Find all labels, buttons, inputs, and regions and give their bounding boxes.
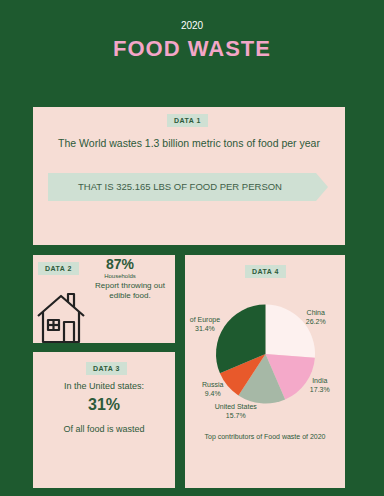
html-text:The World wastes 1.3 billion m: The World wastes 1.3 billion metric tons… (58, 137, 320, 149)
svg-text:Russia9.4%: Russia9.4% (202, 381, 224, 397)
html-text:Of all food is wasted: Of all food is wasted (63, 424, 145, 434)
html-text:Top contributors of Food waste: Top contributors of Food waste of 2020 (204, 433, 326, 440)
html-text:THAT IS 325.165 LBS OF FOOD PE: THAT IS 325.165 LBS OF FOOD PER PERSON (78, 181, 282, 192)
html-text:Households: Households (104, 273, 136, 279)
svg-text:India17.3%: India17.3% (310, 377, 330, 393)
html-text:2020: 2020 (180, 20, 204, 31)
svg-text:China26.2%: China26.2% (306, 309, 326, 325)
html-text:DATA 1: DATA 1 (174, 117, 201, 124)
svg-text:of Europe31.4%: of Europe31.4% (190, 316, 220, 332)
html-text:Report throwing out edible foo: Report throwing out edible food. (95, 281, 165, 300)
html-text:FOOD WASTE: FOOD WASTE (113, 36, 271, 61)
html-text:DATA 3: DATA 3 (93, 365, 120, 372)
svg-text:United States15.7%: United States15.7% (215, 403, 258, 419)
html-text:DATA 2: DATA 2 (45, 265, 72, 272)
html-text:In the United states:: In the United states: (64, 381, 144, 391)
html-text:87%: 87% (106, 256, 134, 272)
html-text:DATA 4: DATA 4 (252, 268, 279, 275)
html-text:31%: 31% (88, 396, 120, 413)
